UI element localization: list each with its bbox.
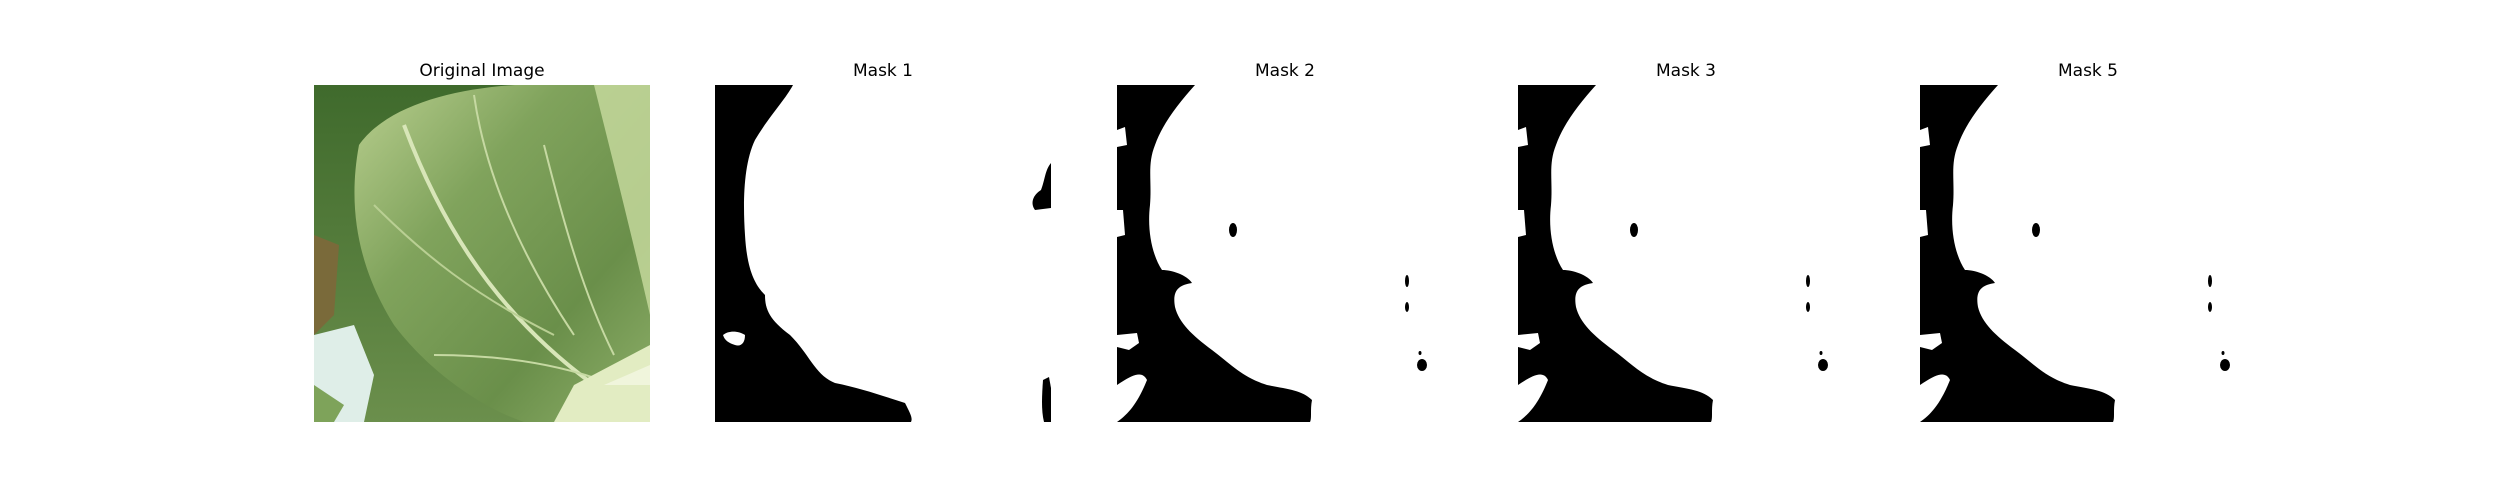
- panel-title: Mask 1: [852, 61, 913, 81]
- panel-original-image: Original Image: [314, 60, 650, 422]
- panel-title: Mask 3: [1655, 61, 1716, 81]
- mask-5-image: [1920, 85, 2256, 422]
- panel-title: Mask 5: [2057, 61, 2118, 81]
- mask-3-image: [1518, 85, 1854, 422]
- panel-mask-3: Mask 3: [1518, 60, 1854, 422]
- original-leaf-image: [314, 85, 650, 422]
- panel-mask-5: Mask 5: [1920, 60, 2256, 422]
- panel-title: Original Image: [419, 61, 545, 81]
- panel-mask-2: Mask 2: [1117, 60, 1453, 422]
- panel-mask-1: Mask 1: [715, 60, 1051, 422]
- mask-1-image: [715, 85, 1051, 422]
- mask-2-image: [1117, 85, 1453, 422]
- panel-title: Mask 2: [1254, 61, 1315, 81]
